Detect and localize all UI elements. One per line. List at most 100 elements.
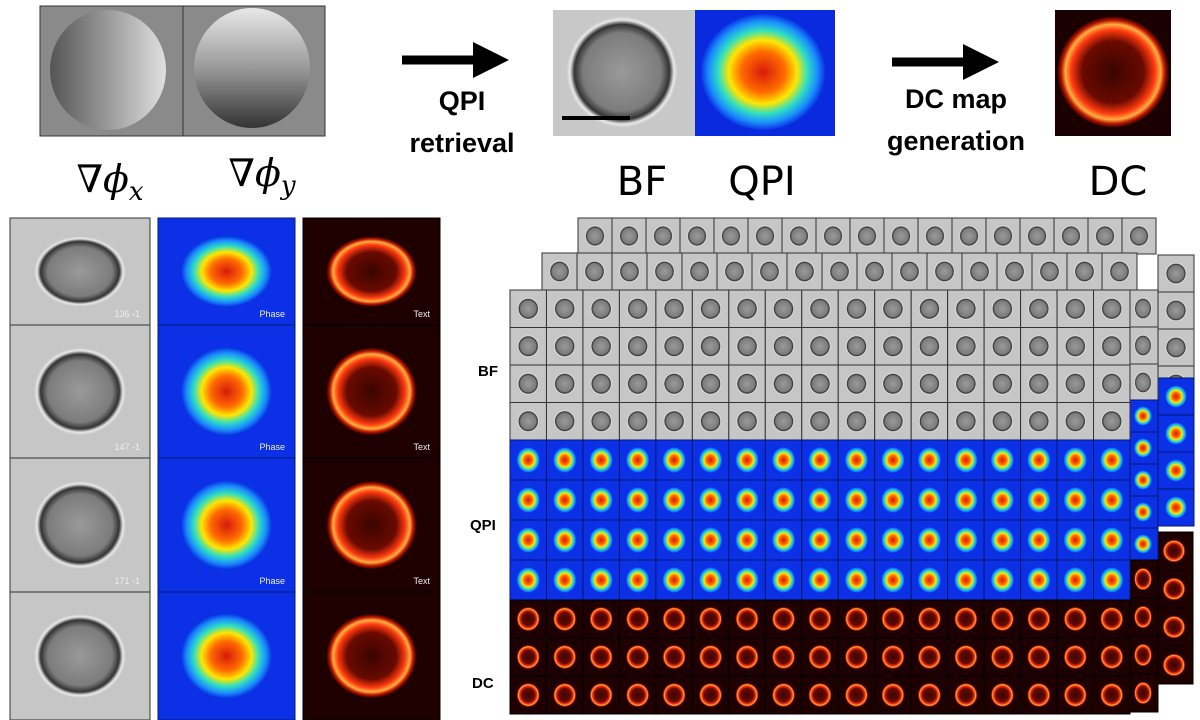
qpi-cell [698, 447, 723, 473]
dc-cell [990, 606, 1015, 632]
qpi-cell [1027, 447, 1051, 473]
bf-cell [772, 335, 795, 358]
bf-cell [590, 410, 613, 433]
cell-id: 147 -1 [114, 442, 140, 452]
bf-cell [553, 410, 576, 433]
grad-y-label: ∇ϕy [228, 151, 295, 201]
qpi-cell [917, 447, 942, 473]
dc-cell [1134, 643, 1152, 667]
gradient-images [39, 5, 326, 137]
qpi-cell [1100, 487, 1124, 513]
qpi-cell [1100, 527, 1124, 553]
qpi-cell [698, 567, 723, 593]
qpi-cell [553, 527, 577, 553]
dc-tile [764, 675, 803, 715]
qpi-cell [990, 447, 1015, 473]
bf-cell [1100, 297, 1123, 320]
qpi-cell [1134, 406, 1152, 426]
grad-x-cell [50, 10, 166, 130]
qpi-cell [625, 567, 650, 593]
dc-cell [917, 682, 942, 708]
bf-cell [992, 225, 1014, 247]
dc-tile [582, 637, 620, 677]
qpi-tile [874, 559, 912, 601]
bf-cell [794, 260, 815, 283]
dc-cell [1063, 682, 1087, 708]
dc-cell [808, 606, 832, 632]
bf-cell [1100, 372, 1123, 395]
bf-cell [663, 297, 686, 320]
bf-cell [991, 297, 1014, 320]
dc-cell [808, 644, 832, 670]
dc-cell [954, 606, 978, 632]
qpi-cell [735, 487, 759, 513]
bf-cell [1027, 297, 1050, 320]
qpi-cell [589, 567, 613, 593]
bf-cell [954, 410, 977, 433]
dc-cell [1063, 606, 1087, 632]
qpi-cell [1063, 487, 1087, 513]
bf-cell [517, 372, 540, 395]
dc-cell [917, 644, 942, 670]
cell-id: 136 -1 [114, 309, 140, 319]
bf-cell [1134, 371, 1152, 394]
dc-cell [1057, 16, 1169, 128]
bf-cell [845, 410, 868, 433]
dc-cell [553, 606, 577, 632]
bf-cell [1027, 335, 1050, 358]
bf-cell [1039, 260, 1060, 283]
dc-cell [1162, 653, 1186, 677]
mosaic-label: QPI [470, 517, 496, 534]
qpi-cell [808, 527, 832, 553]
bf-cell [584, 225, 606, 247]
qpi-cell [1165, 459, 1187, 482]
bf-cell [626, 372, 649, 395]
step-text: generation [887, 126, 1025, 156]
bf-cell [517, 297, 540, 320]
qpi-cell [1134, 502, 1152, 522]
dc-cell [844, 682, 869, 708]
qpi-cell [1100, 447, 1124, 473]
dc-cell [881, 682, 905, 708]
bf-tile [9, 217, 151, 326]
qpi-cell [516, 567, 540, 593]
qpi-cell [662, 447, 686, 473]
dc-cell [662, 644, 686, 670]
qpi-cell [662, 487, 686, 513]
bf-cell [890, 225, 912, 247]
bf-cell [1165, 299, 1187, 322]
bf-cell [809, 297, 831, 320]
qpi-cell [735, 567, 759, 593]
dc-cell [516, 682, 540, 708]
qpi-cell [1063, 567, 1087, 593]
bf-cell [549, 260, 570, 283]
dc-cell [516, 606, 540, 632]
bf-cell [736, 335, 758, 358]
bf-cell [517, 335, 540, 358]
bf-cell [958, 225, 980, 247]
grad-x-label: ∇ϕx [76, 157, 143, 207]
qpi-cell [844, 527, 869, 553]
bf-cell [566, 16, 678, 128]
dc-cell [1100, 606, 1124, 632]
bf-cell [736, 297, 758, 320]
qpi-cell [881, 447, 905, 473]
bf-cell [1134, 297, 1152, 320]
dc-cell [553, 682, 577, 708]
qpi-cell [808, 567, 832, 593]
qpi-cell [1063, 527, 1087, 553]
bf-cell [1060, 225, 1082, 247]
qpi-cell [917, 527, 942, 553]
bf-cell [1064, 297, 1087, 320]
bf-cell [882, 372, 904, 395]
mosaic-label: DC [472, 675, 494, 692]
dc-cell [589, 644, 613, 670]
bf-cell [618, 225, 640, 247]
qpi-cell [771, 567, 796, 593]
bf-cell [1094, 225, 1116, 247]
grad-y-cell [194, 8, 310, 128]
dc-cell [662, 606, 686, 632]
bf-cell [699, 410, 722, 433]
bf-cell [663, 335, 686, 358]
